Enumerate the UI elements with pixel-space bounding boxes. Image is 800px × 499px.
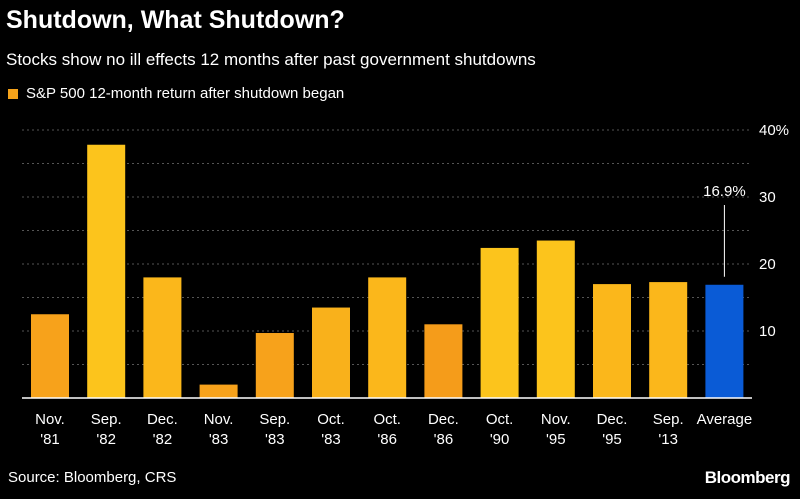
legend-label: S&P 500 12-month return after shutdown b… — [26, 85, 345, 102]
x-tick-label: '13 — [658, 431, 678, 448]
bar — [480, 247, 519, 398]
x-tick-label: '95 — [602, 431, 622, 448]
x-tick-label: '83 — [209, 431, 229, 448]
x-tick-label: Sep. — [259, 411, 290, 428]
bar — [199, 384, 238, 398]
bar — [143, 277, 182, 398]
x-tick-label: '83 — [265, 431, 285, 448]
x-tick-label: Oct. — [317, 411, 345, 428]
bar — [255, 333, 294, 398]
legend: S&P 500 12-month return after shutdown b… — [8, 85, 344, 102]
x-tick-label: Sep. — [91, 411, 122, 428]
y-tick-label: 20 — [759, 256, 776, 273]
x-tick-label: Sep. — [653, 411, 684, 428]
bloomberg-logo: Bloomberg — [704, 468, 791, 487]
x-tick-label: '86 — [434, 431, 454, 448]
y-tick-label: 30 — [759, 189, 776, 206]
x-tick-label: '90 — [490, 431, 510, 448]
x-tick-label: '82 — [96, 431, 116, 448]
x-tick-label: Dec. — [428, 411, 459, 428]
source-note: Source: Bloomberg, CRS — [8, 469, 177, 486]
x-tick-label: Nov. — [204, 411, 234, 428]
bar — [31, 314, 69, 398]
annotation-label: 16.9% — [703, 183, 746, 200]
bar — [705, 284, 744, 398]
y-tick-label: 10 — [759, 323, 776, 340]
x-tick-label: Oct. — [373, 411, 401, 428]
x-tick-label: '83 — [321, 431, 341, 448]
chart-subtitle: Stocks show no ill effects 12 months aft… — [6, 50, 536, 69]
chart-title: Shutdown, What Shutdown? — [6, 6, 345, 34]
x-tick-label: '95 — [546, 431, 566, 448]
x-tick-label: Dec. — [597, 411, 628, 428]
y-tick-label: 40% — [759, 122, 789, 139]
x-tick-label: '86 — [377, 431, 397, 448]
bar — [87, 144, 126, 398]
x-tick-label: Oct. — [486, 411, 514, 428]
bar — [368, 277, 407, 398]
legend-swatch — [8, 88, 18, 99]
x-tick-label: '81 — [40, 431, 60, 448]
bar — [649, 282, 688, 398]
bar — [536, 240, 575, 398]
bar — [593, 284, 631, 398]
x-tick-label: Nov. — [35, 411, 65, 428]
x-tick-label: Nov. — [541, 411, 571, 428]
x-tick-label: Dec. — [147, 411, 178, 428]
bar — [424, 324, 463, 398]
x-tick-label: '82 — [153, 431, 173, 448]
bar — [312, 307, 350, 398]
x-tick-label: Average — [697, 411, 753, 428]
